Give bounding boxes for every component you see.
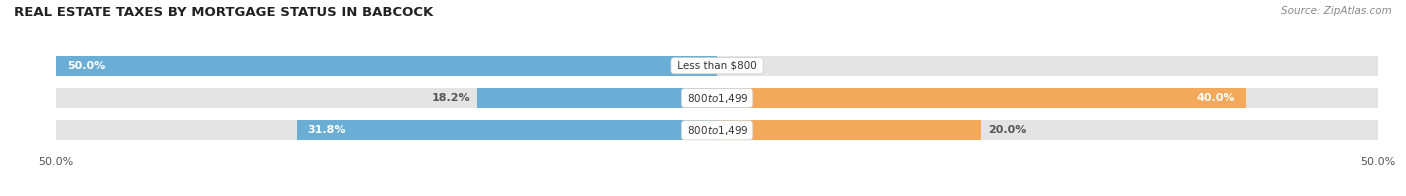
Bar	[297, 120, 717, 140]
Text: 40.0%: 40.0%	[1197, 93, 1234, 103]
Text: 18.2%: 18.2%	[432, 93, 470, 103]
Bar	[717, 88, 1378, 108]
Text: 50.0%: 50.0%	[67, 61, 105, 71]
Bar	[717, 120, 1378, 140]
Text: Source: ZipAtlas.com: Source: ZipAtlas.com	[1281, 6, 1392, 16]
Bar	[56, 56, 717, 76]
Text: REAL ESTATE TAXES BY MORTGAGE STATUS IN BABCOCK: REAL ESTATE TAXES BY MORTGAGE STATUS IN …	[14, 6, 433, 19]
Text: $800 to $1,499: $800 to $1,499	[685, 124, 749, 137]
Text: Less than $800: Less than $800	[673, 61, 761, 71]
Text: $800 to $1,499: $800 to $1,499	[685, 92, 749, 104]
Text: 31.8%: 31.8%	[308, 125, 346, 135]
Bar	[717, 88, 1246, 108]
Bar	[477, 88, 717, 108]
Bar	[56, 120, 717, 140]
Text: 20.0%: 20.0%	[988, 125, 1026, 135]
Bar	[717, 56, 1378, 76]
Text: 0.0%: 0.0%	[724, 61, 754, 71]
Bar	[717, 120, 981, 140]
Bar	[56, 56, 717, 76]
Bar	[56, 88, 717, 108]
